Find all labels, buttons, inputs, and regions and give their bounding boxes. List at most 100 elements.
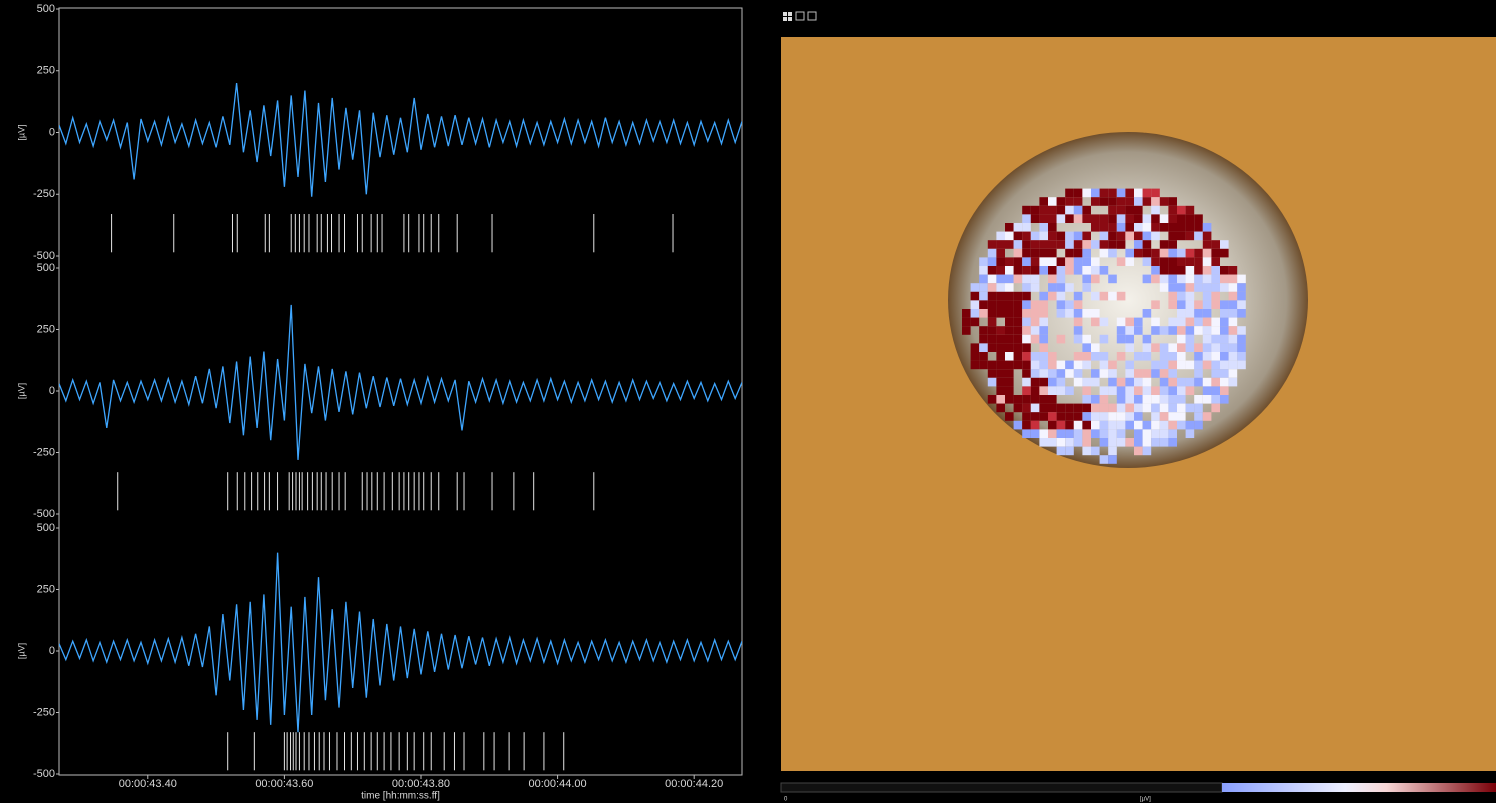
heatmap-cell xyxy=(1005,240,1014,249)
heatmap-cell xyxy=(1030,334,1040,344)
heatmap-cell xyxy=(1082,188,1091,198)
heatmap-cell xyxy=(1194,266,1203,275)
heatmap-cell xyxy=(1220,352,1229,361)
heatmap-cell xyxy=(1030,326,1040,335)
heatmap-cell xyxy=(1056,403,1066,413)
heatmap-cell xyxy=(1082,214,1091,223)
heatmap-cell xyxy=(1056,257,1066,266)
heatmap-cell xyxy=(1202,360,1212,370)
heatmap-cell xyxy=(1134,438,1143,447)
heatmap-cell xyxy=(1073,377,1083,387)
heatmap-cell xyxy=(1177,223,1186,232)
icon[interactable] xyxy=(788,17,792,21)
heatmap-cell xyxy=(1005,291,1014,301)
heatmap-cell xyxy=(1177,274,1186,284)
heatmap-cell xyxy=(1177,377,1186,387)
heatmap-cell xyxy=(1151,300,1160,309)
heatmap-cell xyxy=(1099,197,1109,206)
heatmap-cell xyxy=(1151,188,1160,198)
heatmap-cell xyxy=(1073,197,1083,206)
heatmap-cell xyxy=(1048,266,1057,275)
heatmap-cell xyxy=(1228,300,1238,309)
heatmap-cell xyxy=(1065,240,1074,249)
heatmap-cell xyxy=(1091,309,1100,318)
heatmap-cell xyxy=(1116,214,1126,223)
heatmap-cell xyxy=(1159,412,1169,421)
heatmap-cell xyxy=(1211,360,1220,370)
heatmap-cell xyxy=(1194,403,1203,413)
heatmap-cell xyxy=(1116,429,1126,438)
heatmap-cell xyxy=(1134,403,1143,413)
heatmap-cell xyxy=(1073,309,1083,318)
icon[interactable] xyxy=(783,17,787,21)
heatmap-cell xyxy=(1065,300,1074,309)
heatmap-cell xyxy=(1048,377,1057,387)
heatmap-cell xyxy=(1168,420,1177,430)
heatmap-cell xyxy=(1005,343,1014,352)
heatmap-cell xyxy=(996,395,1005,404)
heatmap-cell xyxy=(1185,274,1195,284)
heatmap-cell xyxy=(1142,257,1152,266)
heatmap-cell xyxy=(1099,231,1109,241)
heatmap-cell xyxy=(1005,317,1014,327)
heatmap-cell xyxy=(1065,412,1074,421)
heatmap-cell xyxy=(1030,369,1040,378)
x-tick-label: 00:00:43.40 xyxy=(119,778,177,790)
heatmap-cell xyxy=(1228,377,1238,387)
icon[interactable] xyxy=(783,12,787,16)
heatmap-cell xyxy=(1039,334,1048,344)
heatmap-cell xyxy=(1013,223,1023,232)
heatmap-cell xyxy=(1237,291,1246,301)
heatmap-cell xyxy=(1202,386,1212,395)
heatmap-cell xyxy=(1116,326,1126,335)
heatmap-cell xyxy=(1194,377,1203,387)
icon[interactable] xyxy=(807,11,817,21)
heatmap-cell xyxy=(1030,205,1040,215)
heatmap-cell xyxy=(1211,266,1220,275)
heatmap-cell xyxy=(1048,197,1057,206)
heatmap-cell xyxy=(1202,223,1212,232)
heatmap-cell xyxy=(1177,231,1186,241)
heatmap-cell xyxy=(1228,343,1238,352)
heatmap-cell xyxy=(1091,291,1100,301)
heatmap-cell xyxy=(1142,377,1152,387)
icon[interactable] xyxy=(788,12,792,16)
heatmap-cell xyxy=(1013,343,1023,352)
heatmap-cell xyxy=(1159,248,1169,258)
heatmap-cell xyxy=(1048,360,1057,370)
heatmap-cell xyxy=(987,395,997,404)
heatmap-cell xyxy=(987,343,997,352)
heatmap-cell xyxy=(1116,403,1126,413)
heatmap-cell xyxy=(1022,352,1031,361)
heatmap-cell xyxy=(1039,291,1048,301)
heatmap-cell xyxy=(1168,343,1177,352)
heatmap-cell xyxy=(1202,352,1212,361)
heatmap-cell xyxy=(1056,197,1066,206)
heatmap-cell xyxy=(1065,257,1074,266)
heatmap-cell xyxy=(1039,360,1048,370)
heatmap-cell xyxy=(1091,395,1100,404)
heatmap-cell xyxy=(1082,343,1091,352)
heatmap-cell xyxy=(1116,188,1126,198)
y-tick-label: 0 xyxy=(49,645,55,657)
heatmap-cell xyxy=(1065,214,1074,223)
heatmap-cell xyxy=(1159,352,1169,361)
y-tick-label: -250 xyxy=(33,706,55,718)
heatmap-cell xyxy=(1005,386,1014,395)
heatmap-cell xyxy=(1108,240,1117,249)
heatmap-cell xyxy=(1056,438,1066,447)
heatmap-cell xyxy=(1056,429,1066,438)
heatmap-cell xyxy=(1134,412,1143,421)
heatmap-cell xyxy=(1108,420,1117,430)
heatmap-cell xyxy=(1116,377,1126,387)
heatmap-cell xyxy=(1134,240,1143,249)
heatmap-cell xyxy=(1073,326,1083,335)
heatmap-cell xyxy=(1022,300,1031,309)
heatmap-cell xyxy=(1168,403,1177,413)
heatmap-cell xyxy=(1125,343,1134,352)
heatmap-cell xyxy=(1108,291,1117,301)
heatmap-cell xyxy=(1082,360,1091,370)
heatmap-cell xyxy=(1082,446,1091,456)
icon[interactable] xyxy=(795,11,805,21)
heatmap-cell xyxy=(1082,257,1091,266)
